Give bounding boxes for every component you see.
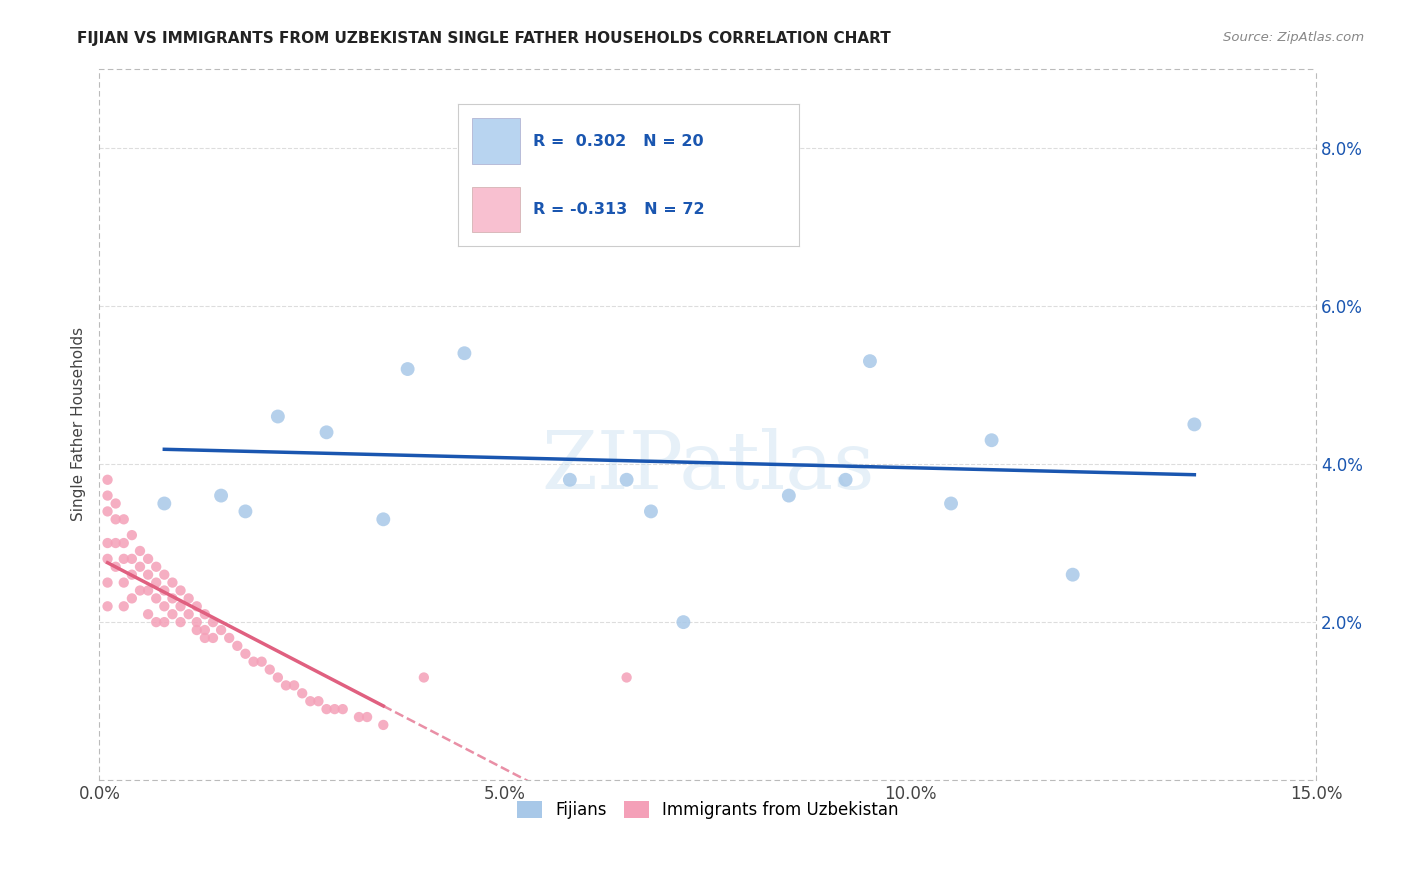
Point <box>96 575 118 590</box>
Point <box>153 496 176 510</box>
Point <box>299 694 322 708</box>
Point <box>980 434 1002 448</box>
Point <box>640 504 662 518</box>
Point <box>274 678 297 692</box>
Point <box>104 496 127 510</box>
Point <box>136 567 159 582</box>
Point <box>136 583 159 598</box>
Point <box>169 583 191 598</box>
Point <box>121 528 143 542</box>
Point <box>939 496 962 510</box>
Point <box>250 655 273 669</box>
Point <box>1062 567 1084 582</box>
Point <box>96 536 118 550</box>
Point <box>194 631 217 645</box>
Point <box>121 567 143 582</box>
Point <box>347 710 370 724</box>
Point <box>162 591 184 606</box>
Point <box>218 631 240 645</box>
Point <box>226 639 249 653</box>
Point <box>104 536 127 550</box>
Point <box>96 473 118 487</box>
Point <box>307 694 329 708</box>
Point <box>96 599 118 614</box>
Point <box>112 575 135 590</box>
Point <box>145 591 167 606</box>
Point <box>778 489 800 503</box>
Point <box>1182 417 1205 432</box>
Point <box>235 647 257 661</box>
Point <box>201 615 224 629</box>
Point <box>194 607 217 622</box>
Point <box>834 473 856 487</box>
Point <box>373 512 395 526</box>
Point <box>235 504 257 518</box>
Point <box>267 409 290 424</box>
Point <box>104 512 127 526</box>
Y-axis label: Single Father Households: Single Father Households <box>72 327 86 522</box>
Point <box>169 615 191 629</box>
Point <box>145 615 167 629</box>
Point <box>186 599 208 614</box>
Point <box>145 575 167 590</box>
Point <box>396 362 419 376</box>
Point <box>412 671 434 685</box>
Point <box>267 671 290 685</box>
Point <box>242 655 264 669</box>
Point <box>136 607 159 622</box>
Point <box>209 489 232 503</box>
Point <box>315 425 337 440</box>
Point <box>153 615 176 629</box>
Legend: Fijians, Immigrants from Uzbekistan: Fijians, Immigrants from Uzbekistan <box>510 794 905 825</box>
Point <box>145 559 167 574</box>
Point <box>616 671 638 685</box>
Point <box>616 473 638 487</box>
Point <box>534 227 557 242</box>
Point <box>153 567 176 582</box>
Point <box>136 552 159 566</box>
Point <box>169 599 191 614</box>
Point <box>112 552 135 566</box>
Point <box>209 623 232 637</box>
Point <box>186 623 208 637</box>
Point <box>356 710 378 724</box>
Text: Source: ZipAtlas.com: Source: ZipAtlas.com <box>1223 31 1364 45</box>
Point <box>162 575 184 590</box>
Point <box>129 544 152 558</box>
Point <box>96 489 118 503</box>
Point <box>859 354 882 368</box>
Point <box>259 663 281 677</box>
Point <box>283 678 305 692</box>
Point <box>291 686 314 700</box>
Point <box>373 718 395 732</box>
Point <box>129 559 152 574</box>
Point <box>177 591 200 606</box>
Point <box>315 702 337 716</box>
Point <box>332 702 354 716</box>
Point <box>194 623 217 637</box>
Point <box>672 615 695 629</box>
Point <box>112 599 135 614</box>
Point <box>96 552 118 566</box>
Point <box>96 504 118 518</box>
Point <box>121 552 143 566</box>
Point <box>177 607 200 622</box>
Point <box>186 615 208 629</box>
Point <box>153 583 176 598</box>
Point <box>112 536 135 550</box>
Point <box>121 591 143 606</box>
Point <box>323 702 346 716</box>
Point <box>129 583 152 598</box>
Point <box>453 346 475 360</box>
Point <box>201 631 224 645</box>
Point <box>162 607 184 622</box>
Text: ZIPatlas: ZIPatlas <box>541 428 875 506</box>
Text: FIJIAN VS IMMIGRANTS FROM UZBEKISTAN SINGLE FATHER HOUSEHOLDS CORRELATION CHART: FIJIAN VS IMMIGRANTS FROM UZBEKISTAN SIN… <box>77 31 891 46</box>
Point <box>558 473 581 487</box>
Point <box>153 599 176 614</box>
Point <box>112 512 135 526</box>
Point <box>104 559 127 574</box>
